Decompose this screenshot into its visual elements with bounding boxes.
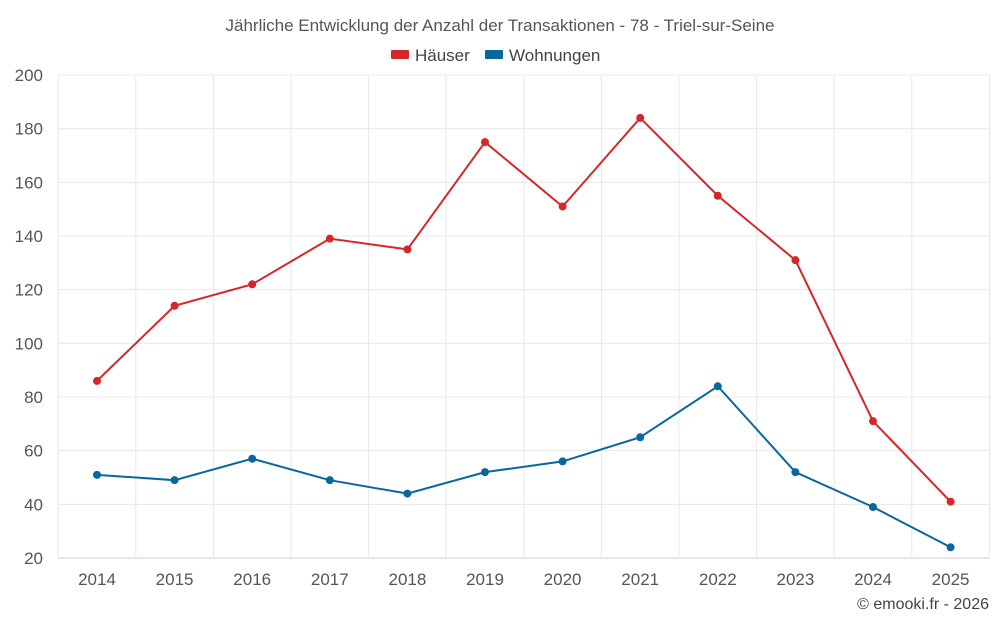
y-tick-label: 60: [24, 442, 43, 461]
series-group: [93, 113, 955, 552]
data-point-haeuser[interactable]: [481, 138, 489, 147]
data-point-haeuser[interactable]: [248, 280, 257, 289]
data-point-wohnungen[interactable]: [636, 433, 645, 442]
x-tick-label: 2018: [388, 570, 426, 589]
legend: Häuser Wohnungen: [391, 46, 600, 65]
data-point-wohnungen[interactable]: [558, 457, 567, 466]
y-tick-label: 20: [24, 549, 43, 568]
x-tick-label: 2019: [466, 570, 504, 589]
x-tick-label: 2024: [854, 570, 892, 589]
x-tick-label: 2016: [233, 570, 271, 589]
x-tick-label: 2021: [621, 570, 659, 589]
data-point-wohnungen[interactable]: [946, 543, 955, 552]
data-point-wohnungen[interactable]: [869, 503, 877, 512]
data-point-haeuser[interactable]: [558, 202, 567, 211]
x-tick-label: 2017: [311, 570, 349, 589]
data-point-haeuser[interactable]: [713, 191, 722, 200]
credit-text: © emooki.fr - 2026: [857, 596, 989, 613]
x-tick-label: 2015: [156, 570, 194, 589]
legend-label-haeuser[interactable]: Häuser: [415, 46, 470, 65]
y-tick-label: 160: [15, 173, 43, 192]
data-point-wohnungen[interactable]: [791, 468, 800, 477]
data-point-wohnungen[interactable]: [93, 470, 101, 479]
y-tick-label: 40: [24, 495, 43, 514]
series-line-wohnungen: [96, 384, 952, 549]
data-point-haeuser[interactable]: [791, 256, 800, 265]
data-point-haeuser[interactable]: [869, 417, 877, 426]
x-tick-label: 2014: [78, 570, 116, 589]
y-tick-label: 100: [15, 334, 43, 353]
data-point-wohnungen[interactable]: [481, 468, 489, 477]
chart-title: Jährliche Entwicklung der Anzahl der Tra…: [226, 16, 775, 35]
legend-label-wohnungen[interactable]: Wohnungen: [509, 46, 600, 65]
x-tick-label: 2022: [699, 570, 737, 589]
data-point-haeuser[interactable]: [325, 234, 334, 243]
data-point-haeuser[interactable]: [946, 497, 955, 506]
y-tick-label: 180: [15, 120, 43, 139]
data-point-wohnungen[interactable]: [403, 489, 412, 498]
legend-swatch-haeuser: [391, 50, 409, 59]
x-axis: 2014 2015 2016 2017 2018 2019 2020 2021 2022 2023…: [78, 570, 969, 589]
y-tick-label: 140: [15, 227, 43, 246]
data-point-wohnungen[interactable]: [325, 476, 334, 485]
data-point-wohnungen[interactable]: [713, 382, 722, 391]
y-axis: 20 40 60 80 100 120 140 160 180 200: [15, 66, 43, 568]
grid: [57, 74, 990, 559]
x-tick-label: 2023: [776, 570, 814, 589]
data-point-haeuser[interactable]: [170, 301, 179, 310]
data-point-wohnungen[interactable]: [248, 454, 257, 463]
y-tick-label: 80: [24, 388, 43, 407]
data-point-wohnungen[interactable]: [170, 476, 179, 485]
data-point-haeuser[interactable]: [93, 376, 101, 385]
x-tick-label: 2025: [932, 570, 970, 589]
series-line-haeuser: [96, 116, 952, 503]
data-point-haeuser[interactable]: [403, 245, 412, 254]
y-tick-label: 120: [15, 281, 43, 300]
legend-swatch-wohnungen: [485, 50, 503, 59]
x-tick-label: 2020: [544, 570, 582, 589]
y-tick-label: 200: [15, 66, 43, 85]
data-point-haeuser[interactable]: [636, 113, 645, 122]
